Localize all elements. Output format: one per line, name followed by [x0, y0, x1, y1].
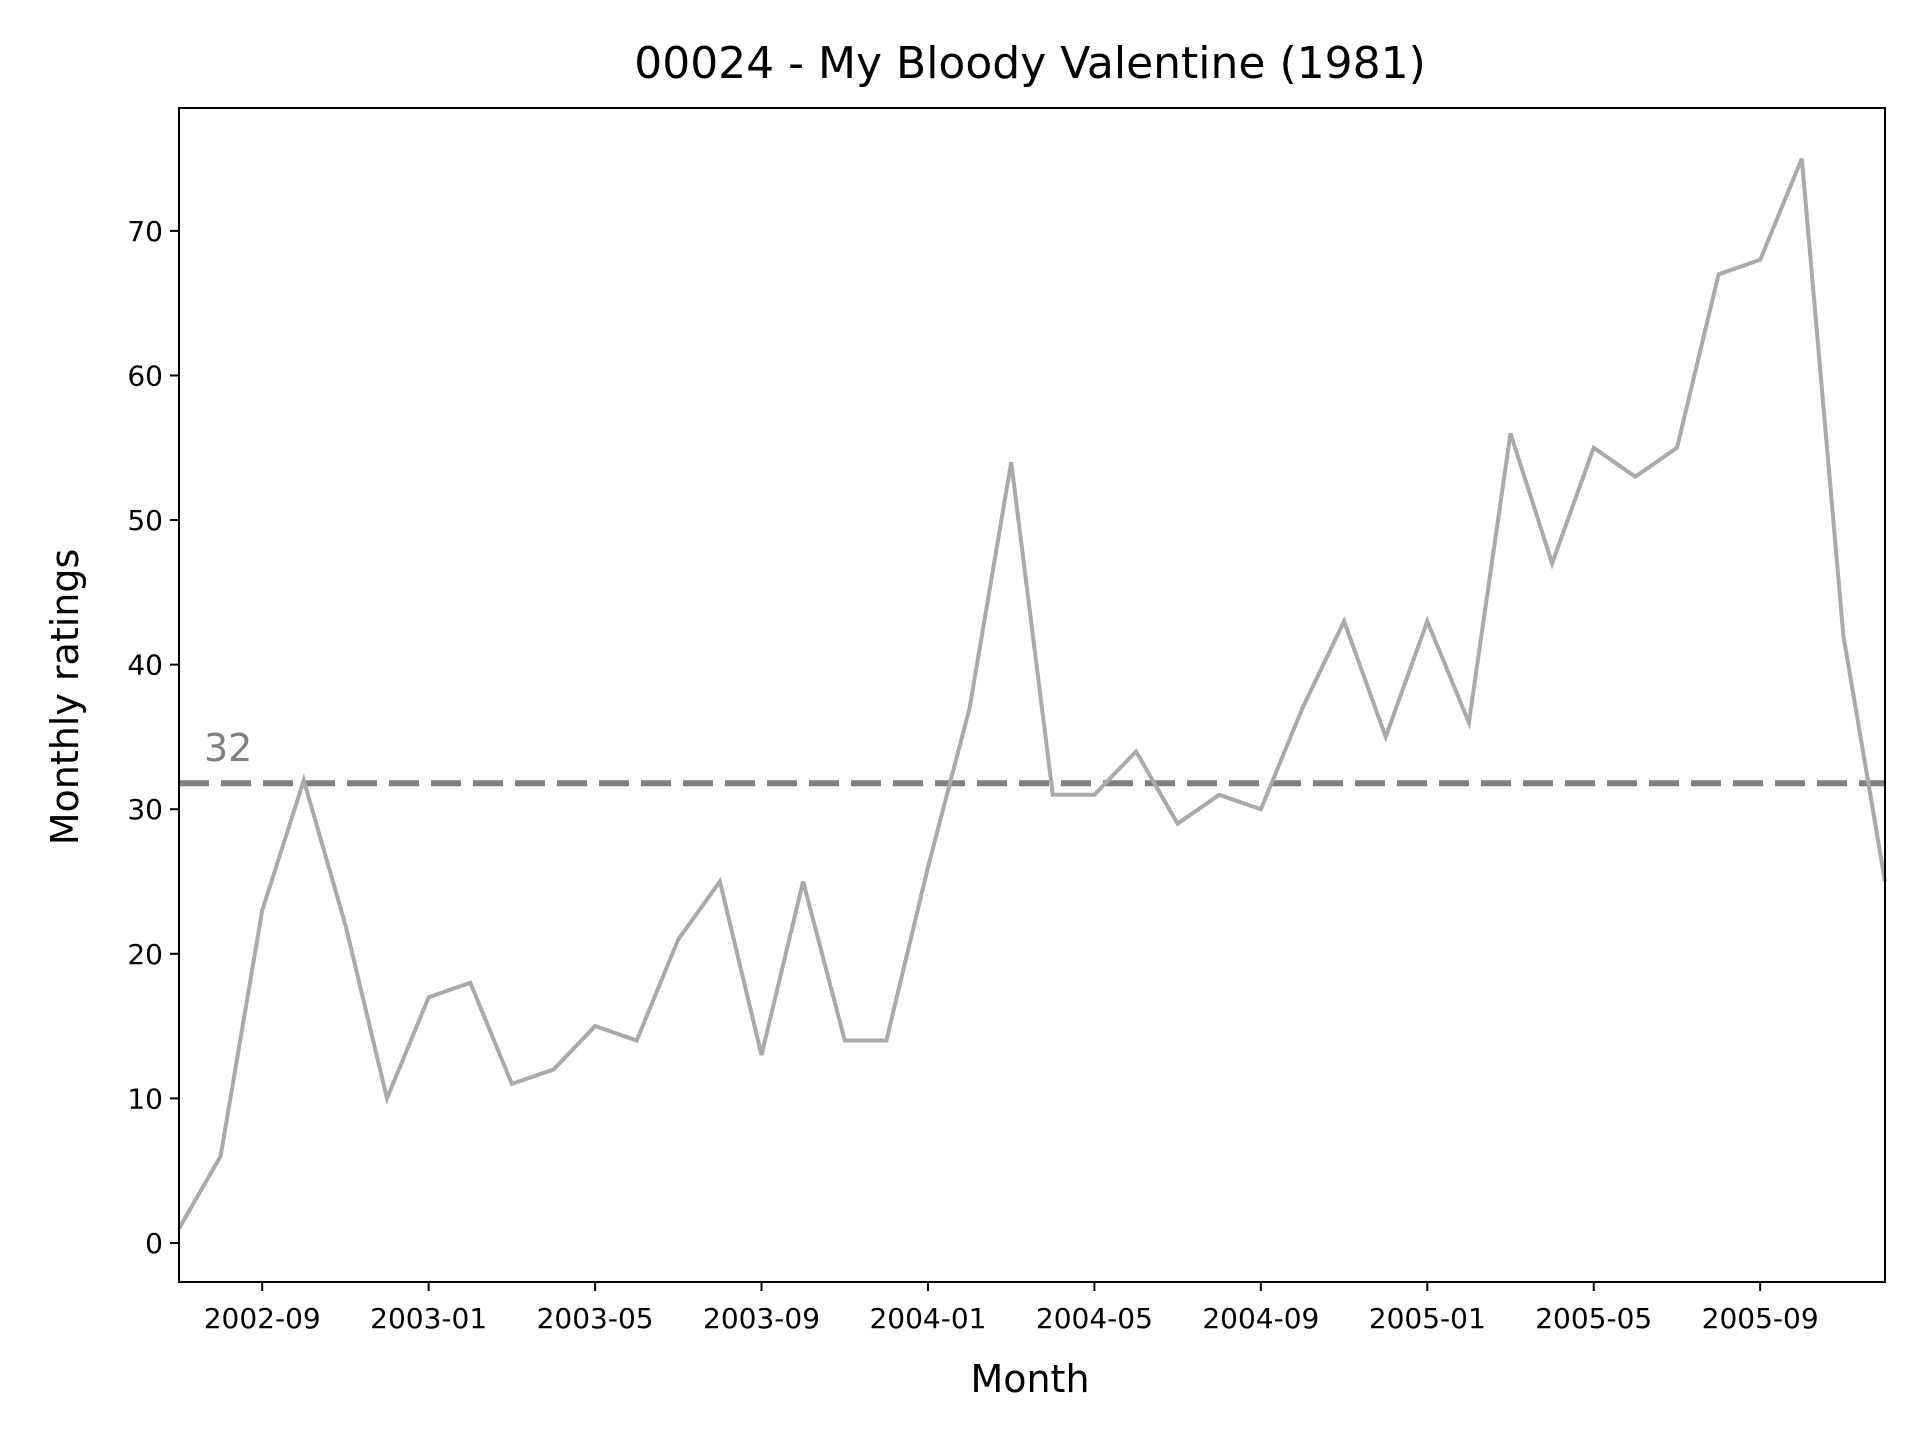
x-tick-label: 2005-05 — [1535, 1302, 1652, 1335]
mean-reference-label: 32 — [204, 726, 252, 770]
y-tick-label: 20 — [127, 938, 163, 971]
x-tick-label: 2005-09 — [1702, 1302, 1819, 1335]
x-axis-label: Month — [970, 1357, 1089, 1401]
x-tick-label: 2004-05 — [1036, 1302, 1153, 1335]
y-tick-label: 70 — [127, 215, 163, 248]
y-tick-label: 60 — [127, 359, 163, 392]
x-tick-label: 2003-09 — [703, 1302, 820, 1335]
y-tick-label: 30 — [127, 793, 163, 826]
plot-frame — [178, 107, 1886, 1283]
x-tick-label: 2003-05 — [537, 1302, 654, 1335]
x-tick-label: 2002-09 — [204, 1302, 321, 1335]
y-tick-label: 40 — [127, 649, 163, 682]
chart-title: 00024 - My Bloody Valentine (1981) — [634, 38, 1426, 89]
y-tick-label: 50 — [127, 504, 163, 537]
series-line — [177, 157, 1887, 1230]
plot-area: 0 10 20 30 40 50 60 70 2002-09 2003-01 2003-05 2003… — [127, 107, 1887, 1335]
x-tick-label: 2004-09 — [1202, 1302, 1319, 1335]
x-tick-label: 2005-01 — [1369, 1302, 1486, 1335]
x-tick-label: 2004-01 — [869, 1302, 986, 1335]
y-tick-label: 0 — [145, 1227, 163, 1260]
y-axis-label: Monthly ratings — [43, 549, 87, 846]
y-tick-label: 10 — [127, 1082, 163, 1115]
x-tick-label: 2003-01 — [370, 1302, 487, 1335]
